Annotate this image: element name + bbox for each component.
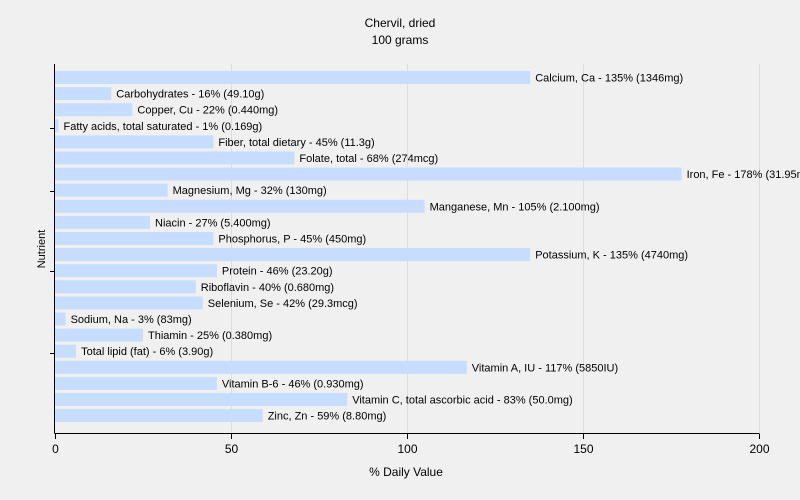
axes: 0 50 100 150 200	[50, 64, 770, 456]
bar-label: Potassium, K - 135% (4740mg)	[535, 250, 688, 262]
bar	[55, 135, 214, 149]
bar-label: Vitamin B-6 - 46% (0.930mg)	[222, 378, 364, 390]
bar-label: Niacin - 27% (5.400mg)	[155, 217, 271, 229]
x-tick-label: 150	[573, 442, 593, 456]
bar	[55, 280, 196, 294]
bar	[55, 167, 682, 181]
bar	[55, 87, 112, 101]
bar-label: Thiamin - 25% (0.380mg)	[148, 330, 272, 342]
bar	[55, 119, 59, 133]
bar-label: Vitamin A, IU - 117% (5850IU)	[472, 362, 618, 374]
bar	[55, 393, 348, 406]
bar	[55, 232, 214, 245]
bar-label: Copper, Cu - 22% (0.440mg)	[137, 105, 278, 117]
bar	[55, 328, 143, 342]
bar-label: Iron, Fe - 178% (31.95mg)	[687, 169, 800, 181]
bar-label: Fatty acids, total saturated - 1% (0.169…	[64, 121, 263, 133]
bar	[55, 360, 467, 374]
bar-label: Fiber, total dietary - 45% (11.3g)	[218, 137, 374, 149]
bar-label: Calcium, Ca - 135% (1346mg)	[535, 73, 683, 85]
bar-label: Riboflavin - 40% (0.680mg)	[201, 282, 334, 294]
bar	[55, 215, 150, 229]
bar	[55, 103, 133, 117]
bar	[55, 264, 217, 278]
bars	[55, 71, 682, 423]
bar	[55, 409, 263, 423]
bar	[55, 151, 295, 165]
bar	[55, 248, 531, 262]
bar	[55, 376, 217, 390]
bar-labels: Calcium, Ca - 135% (1346mg) Carbohydrates…	[64, 73, 800, 423]
bar-label: Folate, total - 68% (274mcg)	[299, 153, 438, 165]
x-tick-label: 100	[397, 442, 417, 456]
x-tick-label: 0	[52, 442, 59, 456]
bar-label: Zinc, Zn - 59% (8.80mg)	[268, 411, 387, 423]
x-tick-label: 200	[749, 442, 769, 456]
bar	[55, 71, 531, 84]
bar	[55, 183, 168, 197]
bar-label: Sodium, Na - 3% (83mg)	[71, 314, 192, 326]
bar	[55, 312, 66, 326]
bar	[55, 296, 203, 310]
bar-label: Total lipid (fat) - 6% (3.90g)	[81, 346, 213, 358]
bar-label: Selenium, Se - 42% (29.3mcg)	[208, 298, 358, 310]
bar-label: Magnesium, Mg - 32% (130mg)	[173, 185, 327, 197]
y-axis-label: Nutrient	[36, 230, 48, 269]
bar-label: Vitamin C, total ascorbic acid - 83% (50…	[352, 395, 573, 407]
chart-title: Chervil, dried	[365, 16, 436, 30]
x-tick-label: 50	[225, 442, 239, 456]
bar-label: Manganese, Mn - 105% (2.100mg)	[430, 201, 600, 213]
bar	[55, 199, 425, 213]
bar-label: Phosphorus, P - 45% (450mg)	[218, 234, 366, 246]
bar-label: Protein - 46% (23.20g)	[222, 266, 333, 278]
x-axis-label: % Daily Value	[369, 465, 443, 479]
bar-label: Carbohydrates - 16% (49.10g)	[116, 89, 264, 101]
bar	[55, 344, 77, 358]
chart-subtitle: 100 grams	[372, 33, 429, 47]
